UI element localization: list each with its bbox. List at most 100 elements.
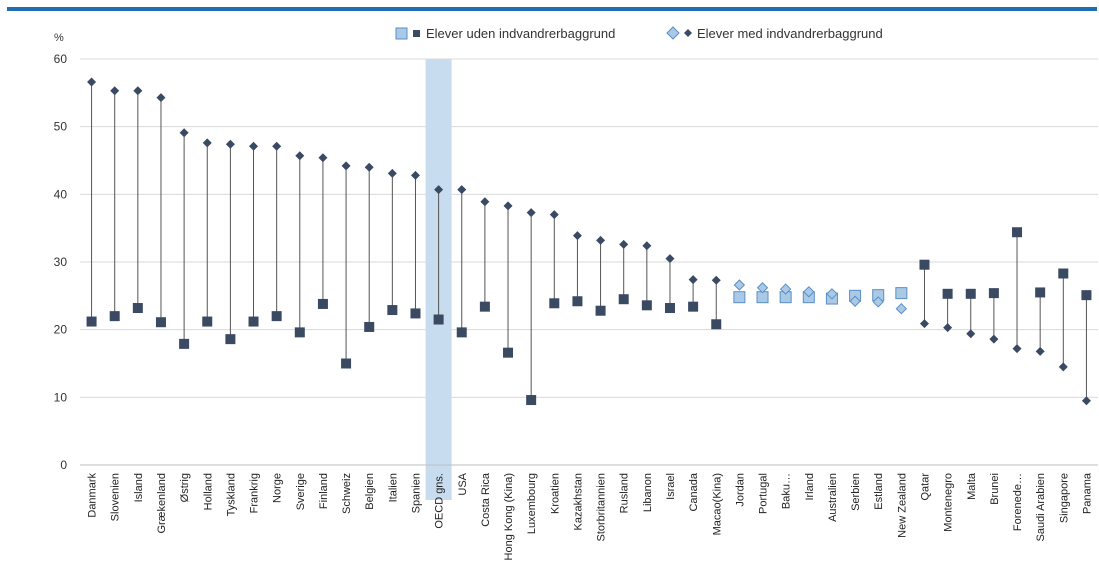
- diamond-marker-irland: [803, 286, 815, 298]
- diamond-marker-holland: [202, 138, 212, 148]
- diamond-marker-qatar: [919, 319, 929, 329]
- square-marker-jordan: [733, 291, 746, 304]
- diamond-marker-saudi-arabien: [1035, 346, 1045, 356]
- diamond-marker-island: [133, 86, 143, 96]
- x-tick-label-libanon: Libanon: [642, 473, 654, 512]
- y-axis-unit: %: [54, 32, 64, 44]
- square-marker-macao-kina: [711, 319, 722, 330]
- diamond-marker-serbien: [849, 295, 861, 307]
- x-tick-label-italien: Italien: [387, 473, 399, 502]
- diamond-marker-hong-kong-kina: [503, 201, 513, 211]
- square-marker-holland: [202, 316, 213, 327]
- diamond-marker-estland: [872, 296, 884, 308]
- diamond-marker-italien: [387, 168, 397, 178]
- y-tick-label-60: 60: [54, 52, 68, 66]
- x-tick-label-spanien: Spanien: [410, 473, 422, 513]
- diamond-marker-kroatien: [549, 210, 559, 220]
- legend-dark-diamond: [684, 29, 692, 37]
- diamond-marker-new-zealand: [895, 302, 908, 315]
- diamond-marker-forenede: [1012, 344, 1022, 354]
- y-tick-label-40: 40: [54, 187, 68, 201]
- x-tick-label-malta: Malta: [966, 472, 978, 500]
- square-marker-brunei: [988, 288, 999, 299]
- square-marker-frankrig: [248, 316, 259, 327]
- square-marker-island: [132, 303, 143, 314]
- square-marker-storbritannien: [595, 305, 606, 316]
- square-marker-spanien: [410, 308, 421, 319]
- diamond-marker-canada: [688, 275, 698, 285]
- y-tick-label-20: 20: [54, 323, 68, 337]
- diamond-marker-belgien: [364, 162, 374, 172]
- diamond-marker-strig: [179, 128, 189, 138]
- legend-dark-square: [413, 30, 420, 37]
- diamond-marker-storbritannien: [596, 235, 606, 245]
- x-tick-label-singapore: Singapore: [1058, 473, 1070, 523]
- x-tick-label-rusland: Rusland: [619, 473, 631, 513]
- x-axis: Danmark Slovenien Island Grækenland Østrig Ho…: [87, 472, 1094, 560]
- x-tick-label-frankrig: Frankrig: [249, 473, 261, 513]
- x-tick-label-baku: Baku…: [781, 473, 793, 509]
- square-marker-rusland: [618, 294, 629, 305]
- y-tick-label-10: 10: [54, 390, 68, 404]
- legend-item-immigrant: Elever med indvandrerbaggrund: [666, 26, 883, 41]
- x-tick-label-usa: USA: [457, 472, 469, 495]
- diamond-marker-libanon: [642, 241, 652, 251]
- diamond-marker-kazakhstan: [572, 231, 582, 241]
- diamond-marker-rusland: [619, 239, 629, 249]
- diamond-marker-tyskland: [225, 139, 235, 149]
- top-rule: [7, 7, 1097, 11]
- x-tick-label-serbien: Serbien: [850, 473, 862, 511]
- x-tick-label-sverige: Sverige: [295, 473, 307, 510]
- square-marker-kroatien: [549, 298, 560, 309]
- square-marker-gr-kenland: [155, 317, 166, 328]
- square-marker-slovenien: [109, 311, 120, 322]
- diamond-marker-sverige: [295, 151, 305, 161]
- square-marker-forenede: [1012, 227, 1023, 238]
- diamond-marker-luxembourg: [526, 208, 536, 218]
- square-marker-libanon: [641, 300, 652, 311]
- x-tick-label-estland: Estland: [873, 473, 885, 510]
- x-tick-label-kroatien: Kroatien: [549, 473, 561, 514]
- square-marker-tyskland: [225, 334, 236, 345]
- x-tick-label-saudi-arabien: Saudi Arabien: [1035, 473, 1047, 542]
- x-tick-label-costa-rica: Costa Rica: [480, 472, 492, 527]
- diamond-marker-australien: [826, 288, 838, 300]
- legend-light-diamond: [666, 26, 680, 40]
- x-tick-label-luxembourg: Luxembourg: [526, 473, 538, 534]
- square-marker-finland: [317, 298, 328, 309]
- diamond-marker-baku: [779, 283, 792, 295]
- y-tick-label-50: 50: [54, 120, 68, 134]
- square-marker-norge: [271, 311, 282, 322]
- x-tick-label-australien: Australien: [827, 473, 839, 522]
- square-marker-hong-kong-kina: [503, 347, 514, 358]
- square-marker-singapore: [1058, 268, 1069, 279]
- x-tick-label-forenede: Forenede…: [1012, 473, 1024, 531]
- x-tick-label-gr-kenland: Grækenland: [156, 473, 168, 534]
- x-tick-label-tyskland: Tyskland: [225, 473, 237, 516]
- square-marker-montenegro: [942, 288, 953, 299]
- square-marker-israel: [664, 303, 675, 314]
- diamond-marker-malta: [966, 329, 976, 339]
- x-tick-label-portugal: Portugal: [758, 473, 770, 514]
- diamond-marker-spanien: [410, 170, 420, 180]
- y-tick-label-0: 0: [60, 458, 67, 472]
- legend: Elever uden indvandrerbaggrund Elever me…: [395, 26, 883, 41]
- square-marker-italien: [387, 305, 398, 316]
- x-tick-label-slovenien: Slovenien: [110, 473, 122, 521]
- square-marker-malta: [965, 288, 976, 299]
- square-marker-danmark: [86, 316, 97, 327]
- x-tick-label-strig: Østrig: [179, 473, 191, 502]
- x-tick-label-panama: Panama: [1081, 472, 1093, 514]
- x-tick-label-new-zealand: New Zealand: [896, 473, 908, 538]
- square-marker-new-zealand: [895, 287, 908, 300]
- square-marker-saudi-arabien: [1035, 287, 1046, 298]
- legend-label-native: Elever uden indvandrerbaggrund: [426, 26, 615, 41]
- diamond-marker-portugal: [756, 282, 769, 294]
- x-tick-label-schweiz: Schweiz: [341, 473, 353, 514]
- x-tick-label-island: Island: [133, 473, 145, 502]
- x-tick-label-jordan: Jordan: [734, 473, 746, 507]
- x-tick-label-israel: Israel: [665, 473, 677, 500]
- legend-light-square: [395, 27, 408, 40]
- x-tick-label-macao-kina: Macao(Kina): [711, 473, 723, 535]
- x-tick-label-holland: Holland: [202, 473, 214, 510]
